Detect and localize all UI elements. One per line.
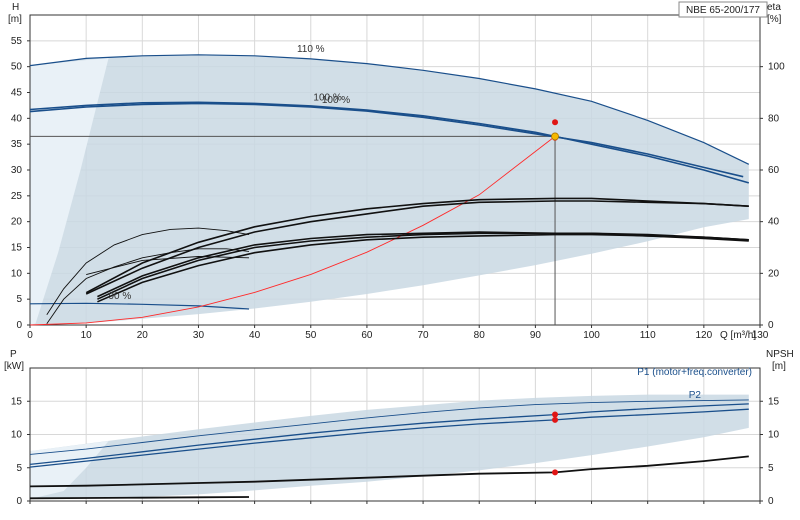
npsh-tick-label: 0 [768, 496, 774, 507]
eta-tick-label: 40 [768, 217, 780, 228]
p1-series-label: P1 (motor+freq.converter) [637, 367, 752, 378]
npsh-axis-unit: [m] [772, 361, 786, 372]
power-operating-area [30, 394, 749, 499]
head-series-line-head [29, 302, 250, 310]
head-axis-unit: [m] [8, 14, 22, 25]
curve-label: 90 % [108, 291, 131, 302]
head-x-tick-label: 110 [640, 330, 656, 341]
head-x-tick-label: 0 [27, 330, 33, 341]
head-x-tick-label: 40 [249, 330, 261, 341]
npsh-tick-label: 15 [768, 396, 780, 407]
npsh-tick-label: 5 [768, 463, 774, 474]
power-axis-unit: [kW] [4, 361, 24, 372]
head-series-line-eta [97, 233, 749, 303]
head-y-tick-label: 55 [11, 36, 23, 47]
head-series-line-eta [97, 231, 749, 298]
power-series-line-npsh [29, 455, 749, 488]
head-x-tick-label: 80 [474, 330, 486, 341]
head-x-tick-label: 30 [193, 330, 205, 341]
head-series-line-eta [85, 197, 749, 294]
head-y-tick-label: 15 [11, 243, 23, 254]
duty-point-marker [551, 132, 559, 141]
head-y-tick-label: 20 [11, 217, 23, 228]
head-x-tick-label: 10 [81, 330, 93, 341]
model-badge: NBE 65-200/177 [678, 1, 768, 18]
eta-axis-label: eta [767, 2, 781, 13]
power-series-line-power [29, 399, 749, 455]
head-y-tick-label: 10 [11, 268, 23, 279]
head-y-tick-label: 5 [16, 294, 22, 305]
head-series-line-head [29, 101, 750, 184]
power-duty-marker [552, 469, 559, 476]
head-axis-label: H [12, 2, 19, 13]
power-series-line-power [29, 496, 250, 500]
head-series-line-eta [46, 248, 250, 324]
head-y-tick-label: 0 [16, 320, 22, 331]
head-series-line-head [29, 54, 750, 165]
head-x-tick-label: 50 [305, 330, 317, 341]
eta-tick-label: 0 [768, 320, 774, 331]
head-light-area [30, 57, 109, 326]
head-y-tick-label: 35 [11, 139, 23, 150]
power-panel: P1 (motor+freq.converter) P2 0 0 5 5 10 10 15 15 P… [4, 349, 794, 507]
head-y-tick-label: 45 [11, 88, 23, 99]
head-x-tick-label: 60 [361, 330, 373, 341]
head-panel: 110 % 100 %100 % 90 % 0 5 10 15 20 25 30 35 40 45 50 5… [8, 2, 785, 341]
head-x-tick-label: 70 [418, 330, 430, 341]
head-series-line-system [29, 136, 556, 326]
head-x-tick-label: 100 [583, 330, 600, 341]
head-x-tick-label: 130 [752, 330, 769, 341]
npsh-axis-label: NPSH [766, 349, 794, 360]
head-series-line-eta [85, 200, 749, 295]
head-y-tick-label: 30 [11, 165, 23, 176]
curve-label: 110 % [297, 44, 325, 55]
power-y-tick-label: 5 [16, 463, 22, 474]
head-y-tick-label: 40 [11, 113, 23, 124]
power-duty-marker [552, 416, 559, 423]
curve-label: 100 % [313, 92, 341, 103]
power-series-line-power [29, 408, 749, 468]
eta-tick-label: 20 [768, 268, 780, 279]
head-y-tick-label: 25 [11, 191, 23, 202]
eta-axis-unit: [%] [767, 14, 782, 25]
head-x-tick-label: 20 [137, 330, 149, 341]
head-series-line-eta [46, 227, 250, 315]
power-series-line-power [29, 403, 749, 466]
eta-tick-label: 60 [768, 165, 780, 176]
eta-tick-label: 100 [768, 62, 785, 73]
model-badge-text: NBE 65-200/177 [686, 5, 760, 16]
head-x-tick-label: 120 [696, 330, 713, 341]
duty-marker-eta [552, 119, 559, 126]
npsh-tick-label: 10 [768, 430, 780, 441]
power-y-tick-label: 0 [16, 496, 22, 507]
power-y-tick-label: 15 [11, 396, 23, 407]
curve-label: 100 % [322, 95, 350, 106]
power-y-tick-label: 10 [11, 430, 23, 441]
power-duty-marker [552, 411, 559, 418]
power-axis-label: P [10, 349, 17, 360]
head-series-line-head [29, 102, 744, 178]
power-light-area [30, 441, 109, 499]
flow-axis-label: Q [m³/h] [720, 330, 756, 341]
head-x-tick-label: 90 [530, 330, 542, 341]
model-badge-frame [678, 1, 768, 18]
eta-tick-label: 80 [768, 113, 780, 124]
p2-series-label: P2 [689, 390, 702, 401]
head-y-tick-label: 50 [11, 62, 23, 73]
